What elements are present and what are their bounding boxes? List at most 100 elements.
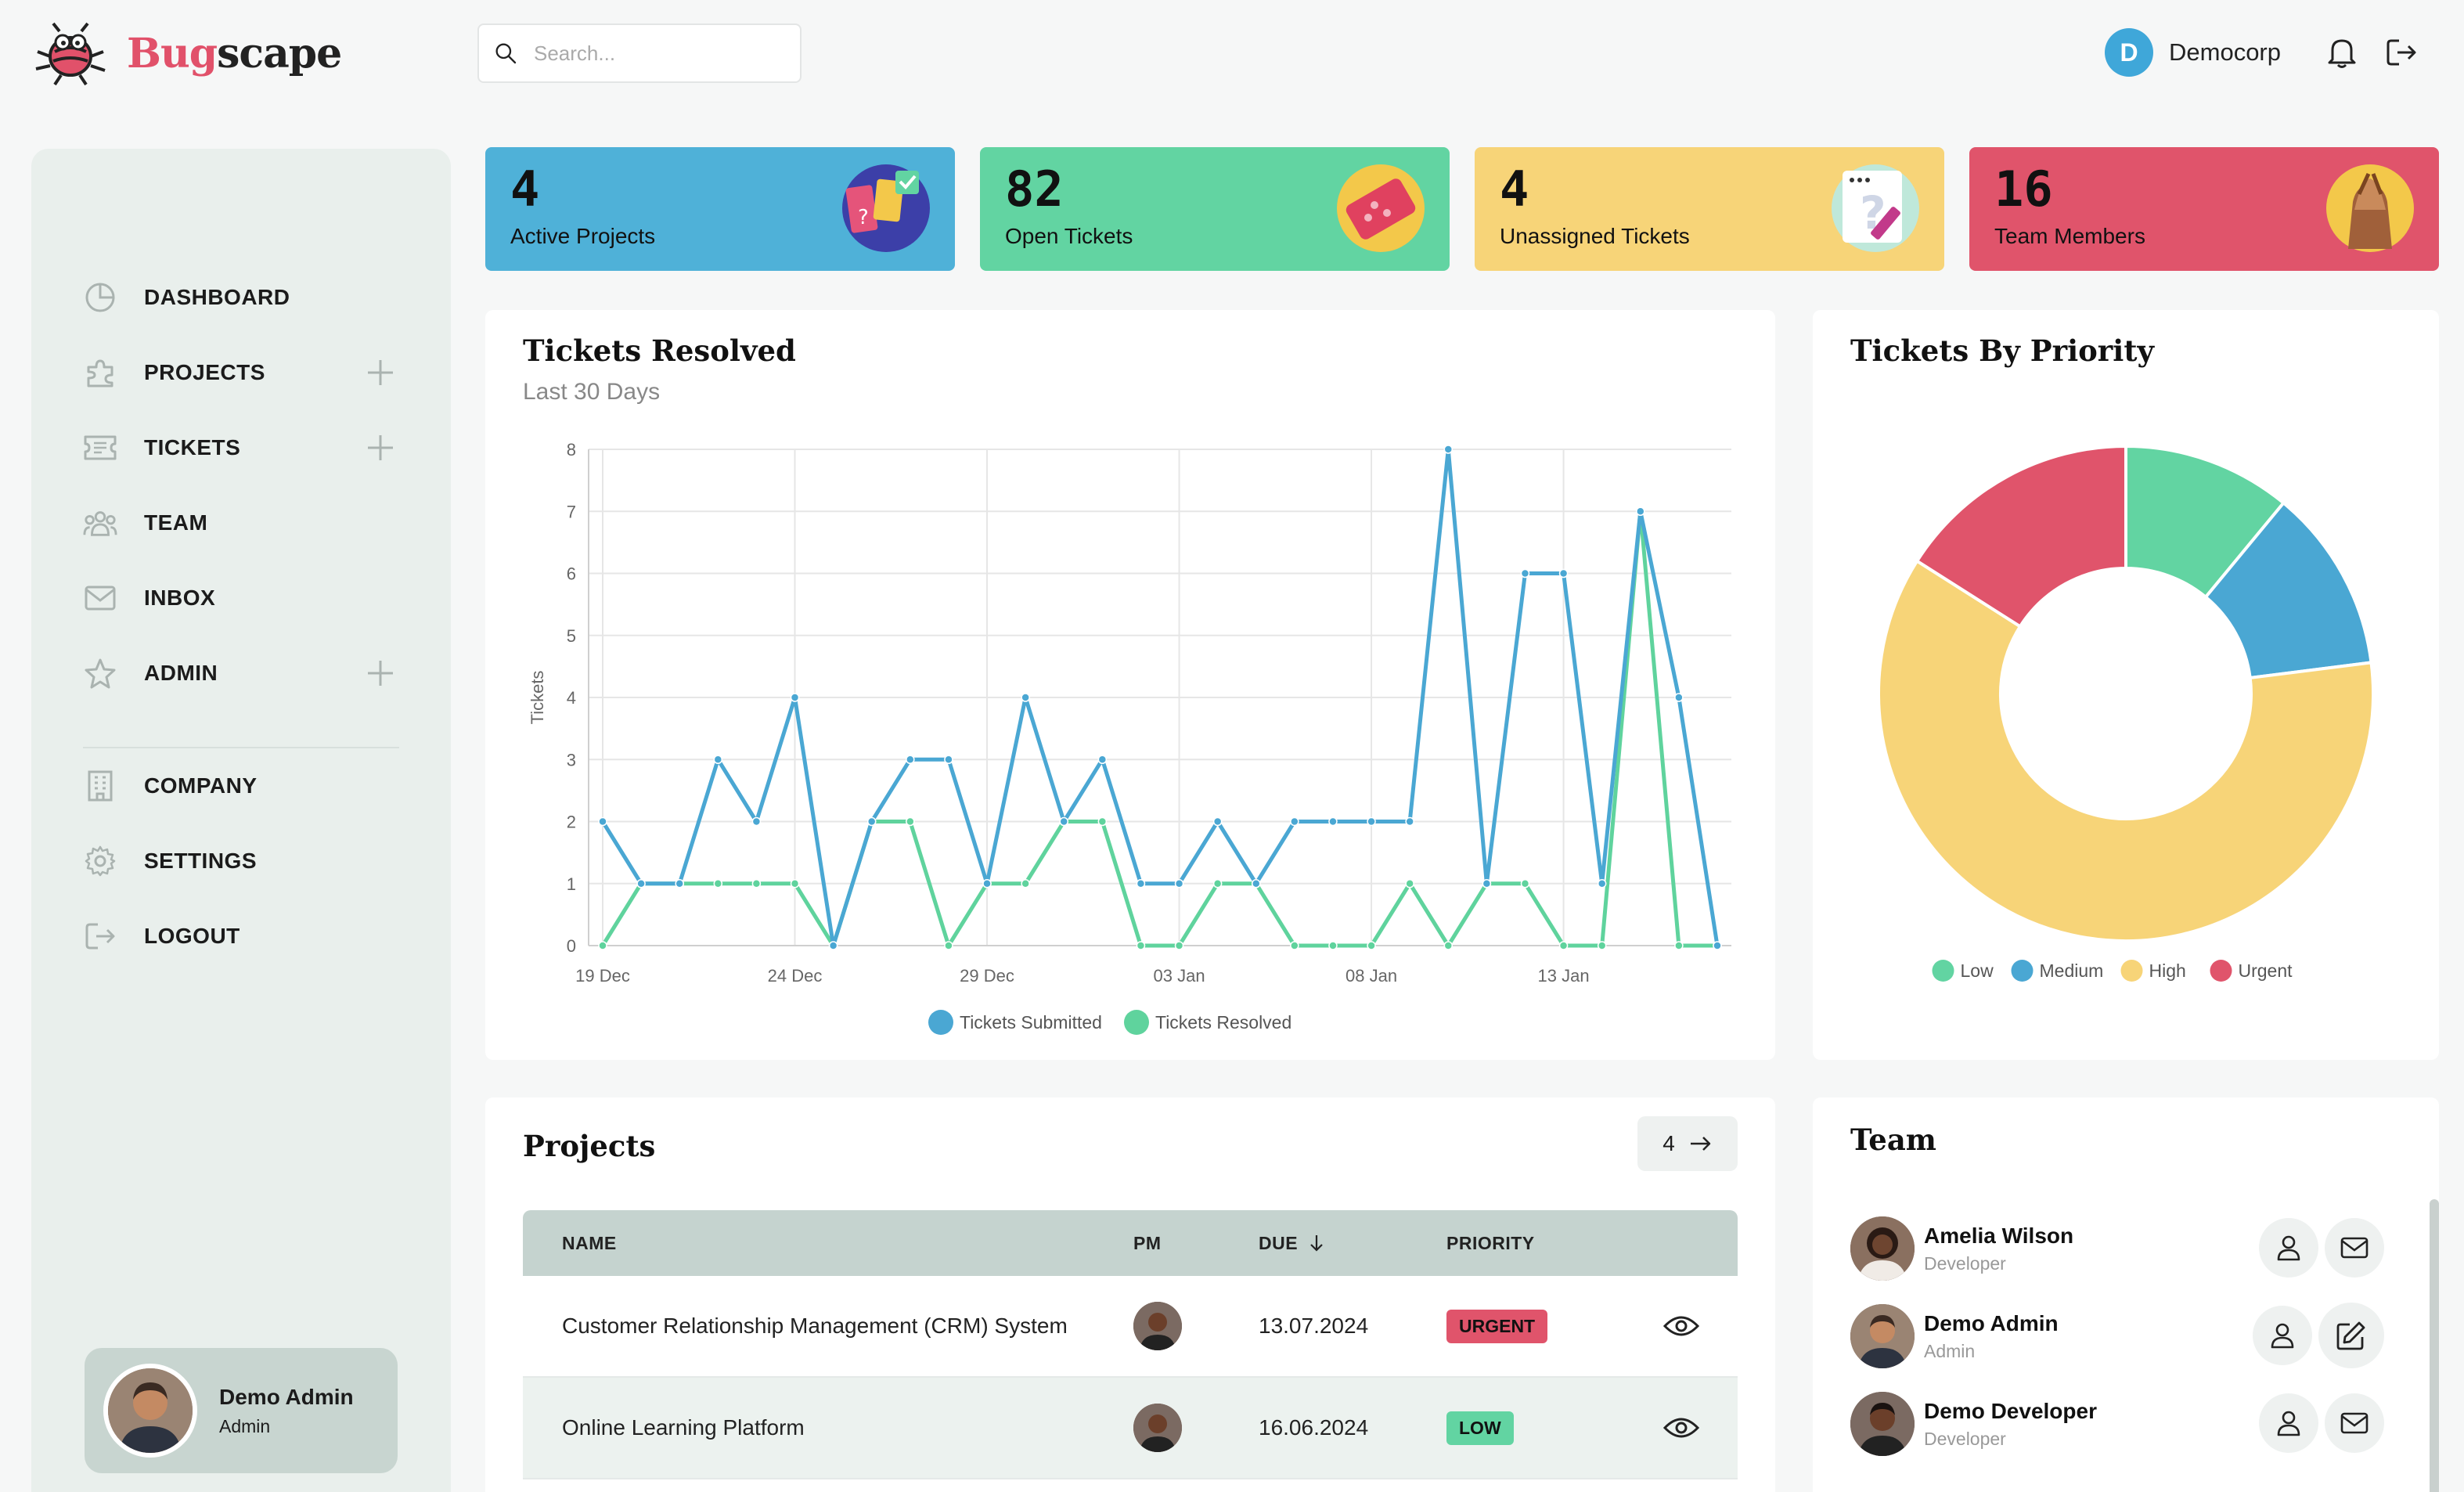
sidebar-item-settings[interactable]: SETTINGS (83, 823, 399, 899)
legend-label: Tickets Submitted (960, 1012, 1102, 1033)
logout-icon (2387, 39, 2416, 66)
sidebar-item-dashboard[interactable]: DASHBOARD (83, 260, 399, 335)
data-point (828, 941, 838, 950)
view-profile-button[interactable] (2259, 1218, 2318, 1278)
data-point (1328, 816, 1338, 827)
data-point (598, 816, 607, 827)
company-avatar[interactable]: D (2105, 28, 2153, 77)
tickets-line-chart: 0 1 2 3 4 5 6 7 8 19 Dec 24 Dec 29 Dec 03 Jan 08 Jan 1… (528, 440, 1731, 1035)
data-point (1136, 941, 1146, 950)
team-hands-illustration-icon (2326, 164, 2414, 252)
sidebar-item-team[interactable]: TEAM (83, 485, 399, 560)
notifications-button[interactable] (2323, 34, 2361, 71)
data-point (598, 941, 607, 950)
x-tick-label: 13 Jan (1538, 966, 1590, 986)
plus-icon[interactable] (365, 432, 396, 463)
sidebar-item-label: LOGOUT (144, 924, 240, 948)
member-avatar (1850, 1392, 1915, 1456)
send-message-button[interactable] (2325, 1218, 2384, 1278)
sidebar-item-projects[interactable]: PROJECTS (83, 335, 399, 410)
data-point (1212, 816, 1223, 827)
data-point (1290, 816, 1299, 827)
panel-subtitle: Last 30 Days (523, 379, 661, 405)
data-point (1290, 941, 1299, 950)
edit-icon (2336, 1321, 2365, 1350)
plus-icon[interactable] (365, 658, 396, 689)
project-name: Customer Relationship Management (CRM) S… (562, 1314, 1068, 1338)
team-icon (83, 511, 117, 536)
stat-card-team-members[interactable]: 16 Team Members (1969, 147, 2439, 271)
stat-value: 82 (1005, 160, 1064, 218)
sort-down-icon (1310, 1235, 1323, 1252)
send-message-button[interactable] (2325, 1393, 2384, 1453)
data-point (906, 755, 915, 764)
team-panel: Team Amelia Wilson Developer Demo Admin … (1813, 1097, 2439, 1492)
stat-card-unassigned-tickets[interactable]: 4 Unassigned Tickets ? (1475, 147, 1944, 271)
view-profile-button[interactable] (2253, 1306, 2312, 1365)
stat-label: Unassigned Tickets (1500, 224, 1690, 248)
stat-label: Active Projects (510, 224, 656, 248)
data-point (1597, 879, 1607, 888)
member-role: Admin (1924, 1340, 1976, 1361)
current-user-card[interactable]: Demo Admin Admin (85, 1348, 398, 1473)
bug-logo-icon (35, 22, 106, 86)
y-tick-label: 1 (567, 874, 576, 894)
data-point (1021, 879, 1030, 888)
stat-value: 4 (510, 160, 540, 218)
member-role: Developer (1924, 1428, 2006, 1449)
sidebar-item-label: DASHBOARD (144, 285, 290, 309)
ticket-icon (84, 435, 117, 460)
y-tick-label: 8 (567, 440, 576, 459)
column-header-name[interactable]: NAME (562, 1232, 617, 1253)
plus-icon[interactable] (365, 357, 396, 388)
sidebar-item-label: PROJECTS (144, 360, 265, 384)
data-point (944, 755, 953, 764)
search-box[interactable] (477, 23, 802, 83)
sidebar-item-label: TICKETS (144, 435, 241, 459)
sidebar-item-inbox[interactable]: INBOX (83, 560, 399, 636)
table-row[interactable]: Online Learning Platform 16.06.2024 LOW (523, 1378, 1738, 1479)
table-row[interactable]: Customer Relationship Management (CRM) S… (523, 1276, 1738, 1378)
data-point (1212, 879, 1223, 888)
company-name[interactable]: Democorp (2169, 38, 2281, 66)
data-point (944, 941, 953, 950)
pie-slice (2203, 500, 2373, 680)
pie-slice (1877, 558, 2375, 942)
member-name: Demo Admin (1924, 1310, 2059, 1335)
edit-member-button[interactable] (2318, 1303, 2384, 1368)
eye-icon[interactable] (1663, 1314, 1699, 1339)
sidebar-item-logout[interactable]: LOGOUT (83, 899, 399, 974)
user-name: Demo Admin (219, 1384, 354, 1409)
y-tick-label: 6 (567, 564, 576, 584)
y-tick-label: 2 (567, 813, 576, 832)
sidebar-item-company[interactable]: COMPANY (83, 748, 399, 823)
stat-card-open-tickets[interactable]: 82 Open Tickets (980, 147, 1450, 271)
data-point (1443, 445, 1454, 454)
logout-button[interactable] (2383, 34, 2420, 71)
sidebar-item-label: SETTINGS (144, 849, 258, 873)
app-logo[interactable]: Bugscape (31, 20, 342, 86)
user-role: Admin (219, 1415, 271, 1436)
search-input[interactable] (534, 41, 784, 66)
sidebar-item-admin[interactable]: ADMIN (83, 636, 399, 711)
view-all-projects-button[interactable]: 4 (1637, 1116, 1738, 1171)
column-header-due[interactable]: DUE (1259, 1233, 1446, 1254)
eye-icon[interactable] (1663, 1415, 1699, 1440)
data-point (713, 755, 723, 764)
sidebar-item-tickets[interactable]: TICKETS (83, 410, 399, 485)
view-profile-button[interactable] (2259, 1393, 2318, 1453)
data-point (1367, 941, 1376, 950)
puzzle-icon (87, 359, 113, 387)
stat-card-active-projects[interactable]: 4 Active Projects ? (485, 147, 955, 271)
member-name: Amelia Wilson (1924, 1223, 2074, 1248)
sidebar-item-label: ADMIN (144, 661, 218, 685)
sidebar-item-label: INBOX (144, 586, 216, 610)
x-tick-label: 24 Dec (768, 966, 823, 986)
team-scrollbar[interactable] (2430, 1199, 2439, 1492)
data-point (1558, 568, 1569, 578)
arrow-right-icon (1690, 1137, 1711, 1151)
column-header-pm[interactable]: PM (1133, 1232, 1162, 1253)
legend-label: High (2149, 960, 2186, 981)
user-icon (2277, 1235, 2300, 1261)
column-header-priority[interactable]: PRIORITY (1446, 1232, 1535, 1253)
